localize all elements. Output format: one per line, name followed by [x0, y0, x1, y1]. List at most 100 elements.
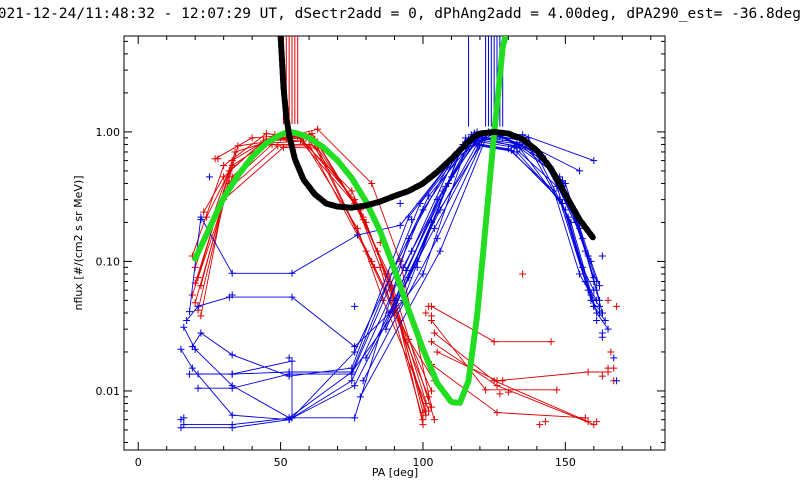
blue-data-point [396, 221, 404, 229]
red-data-point [428, 338, 436, 346]
green-series [192, 36, 509, 406]
red-data-point [197, 312, 205, 320]
green-fit-curve [192, 36, 509, 406]
red-data-point [425, 302, 433, 310]
red-data-point [419, 409, 427, 417]
red-data-point [274, 142, 282, 150]
blue-data-point [504, 145, 512, 153]
x-tick-label: 50 [274, 456, 288, 469]
red-data-point [430, 329, 438, 337]
y-tick-label: 0.10 [96, 255, 121, 268]
red-data-point [228, 162, 236, 170]
blue-data-point [197, 329, 205, 337]
blue-data-point [425, 192, 433, 200]
blue-data-point [430, 224, 438, 232]
x-tick-label: 0 [135, 456, 142, 469]
blue-data-point [578, 235, 586, 243]
blue-data-point [183, 316, 191, 324]
red-data-point [607, 348, 615, 356]
red-data-point [305, 140, 313, 148]
blue-data-point [185, 308, 193, 316]
blue-data-point [288, 293, 296, 301]
blue-data-point [288, 269, 296, 277]
red-series-line [431, 305, 552, 343]
blue-data-point [598, 333, 606, 341]
blue-data-point [351, 382, 359, 390]
red-data-point [584, 368, 592, 376]
blue-data-point [177, 424, 185, 432]
black-fit-curve [277, 36, 597, 242]
blue-data-point [396, 200, 404, 208]
blue-data-point [228, 411, 236, 419]
red-data-point [308, 130, 316, 138]
red-data-point [231, 148, 239, 156]
red-data-point [536, 421, 544, 429]
blue-data-point [413, 263, 421, 271]
red-data-point [220, 162, 228, 170]
blue-data-point [180, 421, 188, 429]
y-axis-label: nflux [#/(cm2 s sr MeV)] [72, 176, 85, 311]
red-data-point [613, 302, 621, 310]
red-data-point [490, 338, 498, 346]
red-data-point [200, 208, 208, 216]
red-data-point [248, 134, 256, 142]
red-data-point [314, 125, 322, 133]
red-series-line [431, 341, 594, 426]
blue-data-point [228, 351, 236, 359]
blue-data-point [228, 291, 236, 299]
red-data-point [581, 414, 589, 422]
blue-data-point [590, 157, 598, 165]
blue-data-point [194, 370, 202, 378]
blue-data-point [180, 323, 188, 331]
blue-data-point [596, 282, 604, 290]
blue-series-line [189, 131, 594, 375]
blue-data-point [408, 216, 416, 224]
red-data-point [279, 143, 287, 151]
red-data-point [598, 372, 606, 380]
red-data-point [496, 390, 504, 398]
chart-title: 2021-12-24/11:48:32 - 12:07:29 UT, dSect… [0, 6, 800, 22]
red-data-point [541, 418, 549, 426]
blue-data-point [382, 325, 390, 333]
red-data-point [419, 421, 427, 429]
blue-data-point [285, 368, 293, 376]
red-data-point [553, 386, 561, 394]
blue-data-point [462, 134, 470, 142]
blue-data-point [610, 354, 618, 362]
blue-data-point [228, 370, 236, 378]
blue-series-line [198, 132, 580, 389]
blue-data-point [180, 414, 188, 422]
red-data-point [499, 377, 507, 385]
blue-data-point [513, 148, 521, 156]
red-data-point [188, 291, 196, 299]
blue-data-point [436, 247, 444, 255]
blue-series [177, 36, 621, 432]
blue-data-point [613, 377, 621, 385]
blue-data-point [419, 270, 427, 278]
red-data-point [368, 179, 376, 187]
blue-data-point [194, 384, 202, 392]
blue-data-point [416, 200, 424, 208]
axis-tick-labels: 0 50 100 150 0.01 0.10 1.00 [96, 126, 576, 469]
blue-data-point [590, 302, 598, 310]
red-data-point [590, 421, 598, 429]
blue-data-point [601, 316, 609, 324]
red-data-point [191, 299, 199, 307]
black-series [277, 36, 597, 242]
red-data-point [519, 270, 527, 278]
blue-data-point [194, 302, 202, 310]
blue-data-point [228, 384, 236, 392]
blue-data-point [576, 167, 584, 175]
blue-data-point [348, 377, 356, 385]
x-tick-label: 150 [555, 456, 576, 469]
blue-data-point [228, 269, 236, 277]
y-tick-label: 1.00 [96, 126, 121, 139]
blue-data-point [408, 247, 416, 255]
red-data-point [504, 388, 512, 396]
blue-data-point [197, 216, 205, 224]
blue-data-point [288, 414, 296, 422]
blue-data-point [185, 370, 193, 378]
red-data-point [371, 263, 379, 271]
blue-data-point [351, 302, 359, 310]
